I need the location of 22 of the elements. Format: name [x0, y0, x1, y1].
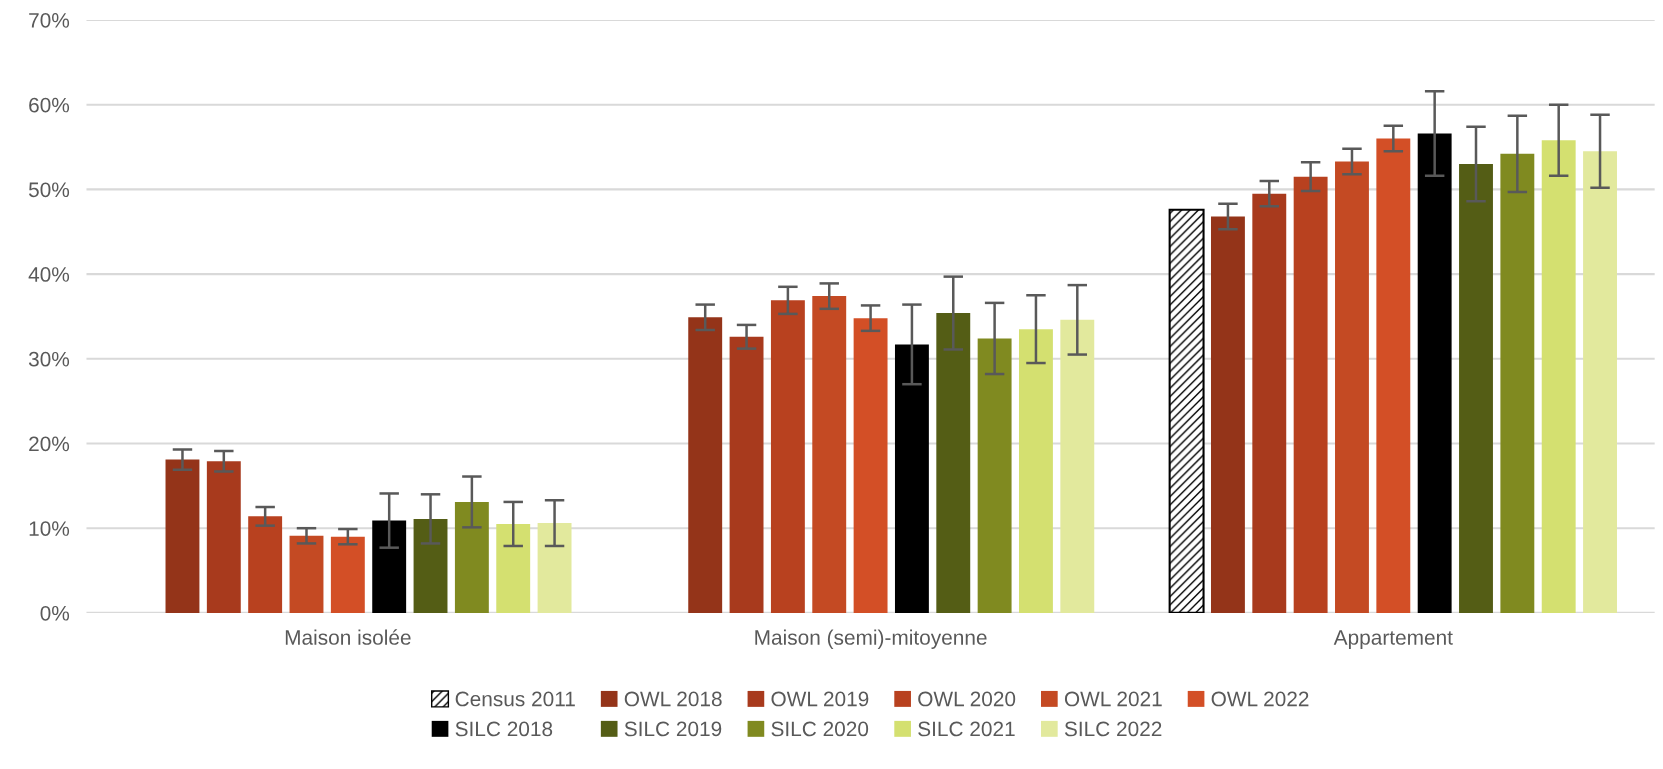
y-tick-label: 50%	[28, 182, 70, 198]
legend-label: Census 2011	[455, 691, 575, 707]
x-tick-label: Maison isolée	[285, 629, 411, 645]
y-tick-label: 0%	[40, 605, 70, 621]
legend-label: SILC 2022	[1064, 721, 1162, 737]
legend-label: OWL 2018	[624, 691, 722, 707]
y-tick-label: 20%	[29, 436, 70, 452]
legend-label: OWL 2019	[771, 691, 869, 707]
x-tick-label: Appartement	[1333, 630, 1453, 649]
y-tick-label: 30%	[28, 351, 70, 367]
y-tick-label: 40%	[28, 267, 70, 282]
legend-label: SILC 2021	[918, 721, 1015, 737]
legend-label: OWL 2021	[1064, 691, 1162, 707]
legend-label: OWL 2020	[918, 691, 1016, 707]
legend-label: SILC 2019	[624, 721, 722, 737]
legend-label: OWL 2022	[1211, 691, 1309, 707]
x-tick-label: Maison (semi)-mitoyenne	[755, 629, 987, 649]
y-tick-label: 10%	[29, 521, 70, 536]
y-tick-label: 70%	[29, 13, 70, 28]
y-tick-label: 60%	[29, 97, 70, 113]
legend-label: SILC 2020	[771, 721, 869, 737]
legend-label: SILC 2018	[455, 721, 553, 737]
